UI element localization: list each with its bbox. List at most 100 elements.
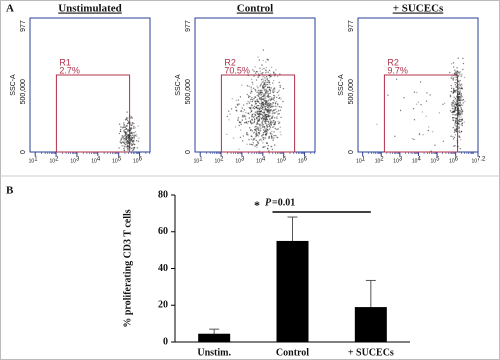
event [261, 121, 264, 123]
event [276, 105, 278, 108]
event [459, 120, 461, 123]
event [123, 137, 126, 140]
event [261, 118, 263, 120]
event [126, 119, 129, 122]
event [457, 79, 459, 82]
event [254, 72, 257, 74]
event [459, 88, 461, 90]
event [123, 135, 126, 138]
event [450, 63, 453, 65]
event-cloud [376, 57, 466, 152]
event [461, 113, 463, 115]
event [235, 99, 238, 102]
event [460, 123, 463, 126]
event [454, 90, 456, 92]
event [128, 138, 130, 141]
event [453, 74, 455, 76]
event [242, 114, 244, 117]
event [268, 79, 270, 82]
x-tick-label: 4 [417, 157, 421, 163]
event [133, 122, 135, 125]
event [442, 140, 444, 142]
event [455, 82, 458, 84]
event [459, 114, 462, 116]
event [257, 94, 259, 96]
event [268, 92, 270, 95]
event [274, 95, 276, 97]
event [262, 78, 264, 80]
event [249, 111, 252, 114]
event [237, 117, 240, 119]
event [123, 130, 125, 133]
y-tick-label: 20 [158, 300, 168, 311]
event [274, 122, 276, 124]
event [241, 107, 243, 109]
event [457, 91, 460, 93]
event [268, 107, 270, 109]
event [267, 94, 270, 96]
event [271, 121, 274, 124]
event [264, 100, 267, 103]
event [268, 123, 271, 125]
event [454, 130, 456, 132]
event [459, 136, 461, 138]
event [237, 119, 239, 122]
event [261, 64, 263, 66]
event [120, 128, 122, 131]
event [425, 100, 428, 102]
event [458, 102, 460, 104]
event [253, 105, 256, 108]
event [266, 118, 268, 120]
event [461, 122, 464, 124]
event [459, 90, 461, 92]
event [132, 142, 135, 144]
event [280, 134, 282, 136]
event [452, 135, 454, 138]
event [459, 102, 461, 104]
gate [55, 74, 131, 153]
event [131, 134, 134, 136]
event [456, 88, 459, 91]
event [262, 124, 265, 126]
event [274, 127, 276, 130]
event [442, 103, 444, 106]
event [265, 123, 267, 125]
event [262, 111, 264, 114]
event [133, 146, 135, 149]
x-tick-label: + SUCECs [348, 347, 394, 358]
event [449, 71, 451, 74]
event [259, 105, 261, 107]
event [261, 103, 263, 105]
event [276, 96, 278, 99]
y-tick-label: 0 [163, 336, 168, 347]
event [253, 75, 255, 77]
event-cloud [226, 49, 285, 152]
event [263, 110, 265, 113]
event [264, 137, 267, 139]
event [244, 118, 247, 120]
event [260, 72, 262, 75]
event [123, 142, 126, 145]
y-tick-label: 977 [348, 20, 355, 32]
event [130, 135, 132, 137]
event [226, 115, 229, 118]
event [268, 112, 270, 114]
event [253, 121, 255, 124]
event [453, 145, 455, 147]
event [129, 122, 131, 125]
event [277, 103, 279, 106]
event [127, 144, 129, 147]
event [266, 92, 269, 95]
event [254, 145, 256, 147]
event [460, 75, 462, 77]
event [255, 144, 258, 146]
event [257, 132, 260, 134]
event [259, 84, 262, 86]
event [453, 117, 455, 119]
event [260, 89, 262, 91]
event [456, 104, 458, 106]
event [454, 71, 457, 73]
event [130, 143, 133, 145]
event [267, 71, 269, 73]
event [137, 125, 139, 127]
